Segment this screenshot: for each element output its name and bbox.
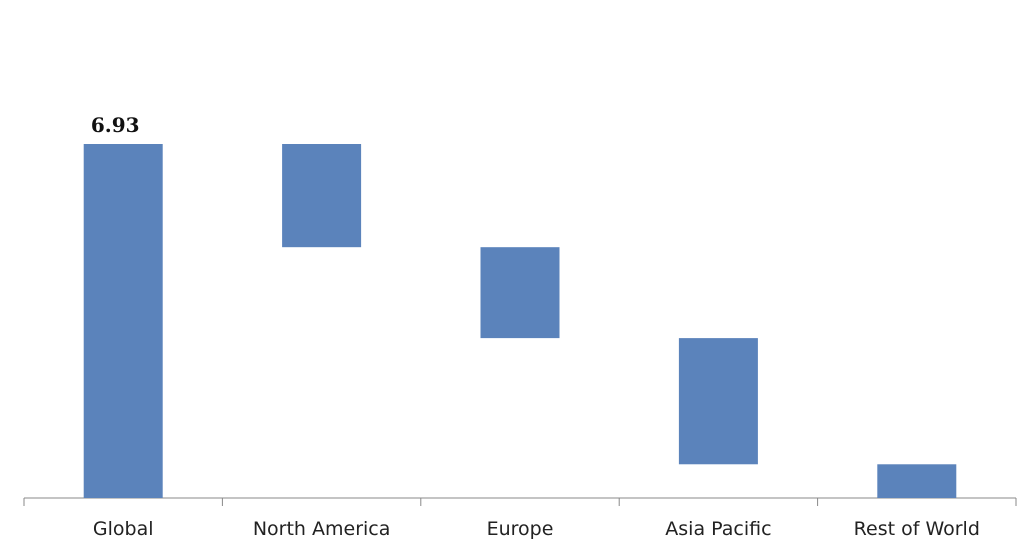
bar [83, 144, 163, 498]
x-tick-label: Europe [487, 518, 554, 540]
bar [480, 247, 560, 339]
x-tick-label: North America [253, 518, 391, 540]
value-label: 6.93 [91, 113, 140, 137]
x-tick-label: Asia Pacific [665, 518, 771, 540]
x-tick-label: Rest of World [854, 518, 980, 540]
x-tick-label: Global [93, 518, 154, 540]
bar [678, 338, 758, 465]
bar [282, 144, 362, 248]
bar [877, 464, 957, 498]
